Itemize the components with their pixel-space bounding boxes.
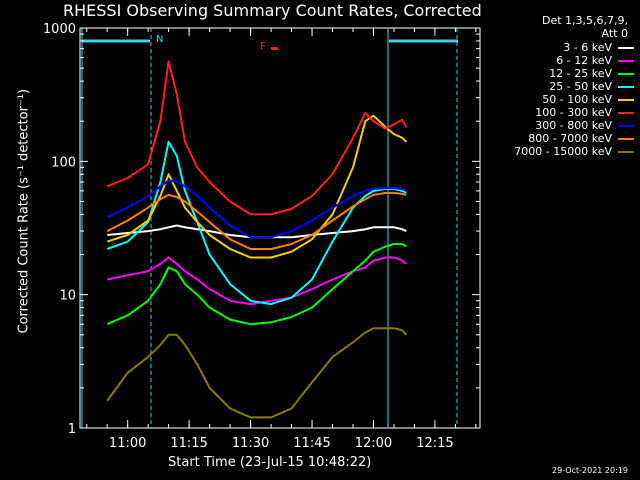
y-axis-label: Corrected Count Rate (s⁻¹ detector⁻¹) (16, 88, 32, 334)
y-tick-label: 1 (68, 422, 76, 437)
series-line-5 (106, 114, 407, 259)
detector-line: Det 1,3,5,6,7,9, (541, 14, 628, 27)
series-line-3 (106, 243, 407, 326)
x-tick-label: 12:15 (416, 436, 453, 451)
legend-label: 800 - 7000 keV (528, 132, 612, 145)
night-flag: N (156, 34, 164, 45)
legend-label: 50 - 100 keV (542, 93, 612, 106)
legend-item: 7000 - 15000 keV (486, 145, 636, 158)
legend-item: 6 - 12 keV (486, 54, 636, 67)
legend-item: 25 - 50 keV (486, 80, 636, 93)
x-tick-label: 11:00 (109, 436, 146, 451)
y-tick-label: 1000 (43, 22, 76, 37)
x-tick-label: 11:30 (232, 436, 269, 451)
legend-label: 300 - 800 keV (535, 119, 612, 132)
series-line-7 (106, 179, 407, 239)
legend-item: 300 - 800 keV (486, 119, 636, 132)
legend-swatch (618, 112, 634, 114)
plot-frame (79, 27, 481, 429)
legend-label: 7000 - 15000 keV (514, 145, 612, 158)
series-lines (106, 60, 408, 419)
series-line-9 (106, 327, 408, 419)
series-line-6 (106, 60, 408, 216)
legend-swatch (618, 138, 634, 140)
series-line-8 (106, 191, 407, 250)
y-tick-label: 10 (59, 289, 76, 304)
legend-label: 100 - 300 keV (535, 106, 612, 119)
series-line-1 (107, 224, 407, 239)
legend-swatch (618, 60, 634, 62)
legend-swatch (618, 86, 634, 88)
legend-swatch (618, 125, 634, 127)
plot-axes (79, 27, 481, 429)
chart-title: RHESSI Observing Summary Count Rates, Co… (63, 1, 482, 20)
legend-swatch (618, 151, 634, 153)
legend-label: 3 - 6 keV (563, 41, 612, 54)
legend-item: 3 - 6 keV (486, 41, 636, 54)
legend-swatch (618, 99, 634, 101)
legend-label: 12 - 25 keV (549, 67, 612, 80)
attenuator-line: Att 0 (601, 27, 628, 40)
legend-item: 50 - 100 keV (486, 93, 636, 106)
legend-label: 25 - 50 keV (549, 80, 612, 93)
flare-flag-mark (271, 47, 278, 50)
legend-label: 6 - 12 keV (556, 54, 612, 67)
axis-ticks: 1 10 100 1000 11:00 11:15 11:30 11:45 12:00 12:15 (43, 22, 480, 451)
legend: 3 - 6 keV 6 - 12 keV 12 - 25 keV 25 - 50 ke… (486, 41, 636, 158)
y-tick-label: 100 (51, 155, 76, 170)
legend-swatch (618, 47, 634, 49)
flare-flag: F (260, 40, 267, 53)
x-axis-label: Start Time (23-Jul-15 10:48:22) (168, 455, 372, 470)
legend-item: 100 - 300 keV (486, 106, 636, 119)
x-tick-label: 11:45 (293, 436, 330, 451)
series-line-4 (106, 140, 407, 306)
legend-item: 12 - 25 keV (486, 67, 636, 80)
timestamp: 29-Oct-2021 20:19 (552, 466, 628, 475)
legend-item: 800 - 7000 keV (486, 132, 636, 145)
x-tick-label: 11:15 (170, 436, 207, 451)
legend-swatch (618, 73, 634, 75)
x-tick-label: 12:00 (355, 436, 392, 451)
detector-info: Det 1,3,5,6,7,9, Att 0 (542, 14, 628, 40)
